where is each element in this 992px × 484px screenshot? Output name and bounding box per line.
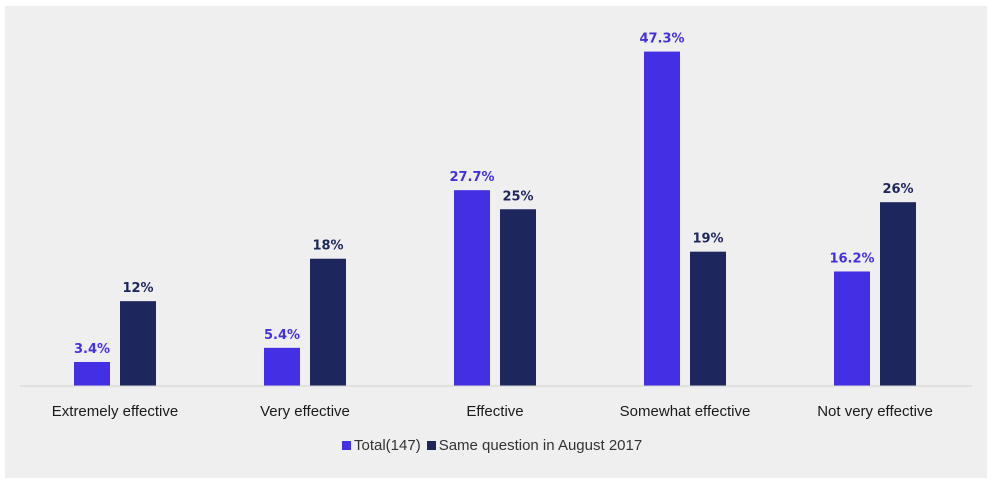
legend-item-august-2017: Same question in August 2017 [426, 437, 643, 454]
bar-effective-series-2 [500, 209, 536, 386]
category-label-not-very-effective: Not very effective [817, 403, 933, 420]
bar-somewhat-effective-series-2 [690, 251, 726, 386]
category-labels-group: Extremely effective Very effective Effecti… [52, 403, 933, 420]
value-label-effective-series-2: 25% [502, 189, 533, 204]
bar-not-very-effective-series-2 [880, 202, 916, 386]
bar-effective-series-1 [454, 190, 490, 386]
value-label-not-very-effective-series-1: 16.2% [829, 251, 874, 266]
legend-label-august-2017: Same question in August 2017 [438, 437, 643, 454]
bar-not-very-effective-series-1 [834, 271, 870, 386]
legend-label-total: Total(147) [354, 437, 421, 454]
category-label-somewhat-effective: Somewhat effective [620, 403, 751, 420]
legend: Total(147) Same question in August 2017 [342, 437, 642, 454]
bars-group [74, 51, 916, 387]
value-label-extremely-effective-series-1: 3.4% [74, 342, 110, 357]
category-label-very-effective: Very effective [260, 403, 350, 420]
bar-extremely-effective-series-2 [120, 301, 156, 386]
legend-item-total: Total(147) [342, 437, 421, 454]
bar-somewhat-effective-series-1 [644, 51, 680, 387]
legend-swatch-total [342, 441, 351, 450]
value-label-somewhat-effective-series-2: 19% [692, 232, 723, 247]
bar-extremely-effective-series-1 [74, 361, 110, 386]
category-label-extremely-effective: Extremely effective [52, 403, 178, 420]
chart-panel [5, 6, 987, 478]
value-label-effective-series-1: 27.7% [449, 170, 494, 185]
value-label-very-effective-series-2: 18% [312, 239, 343, 254]
value-label-somewhat-effective-series-1: 47.3% [639, 32, 684, 47]
value-label-very-effective-series-1: 5.4% [264, 328, 300, 343]
bar-very-effective-series-1 [264, 347, 300, 386]
category-label-effective: Effective [466, 403, 523, 420]
value-label-extremely-effective-series-2: 12% [122, 281, 153, 296]
value-labels-group: 3.4% 12% 5.4% 18% 27.7% 25% 47.3% 19% 16.2% 26% [74, 32, 914, 357]
value-label-not-very-effective-series-2: 26% [882, 182, 913, 197]
legend-swatch-august-2017 [426, 441, 436, 450]
bar-very-effective-series-2 [310, 258, 346, 386]
